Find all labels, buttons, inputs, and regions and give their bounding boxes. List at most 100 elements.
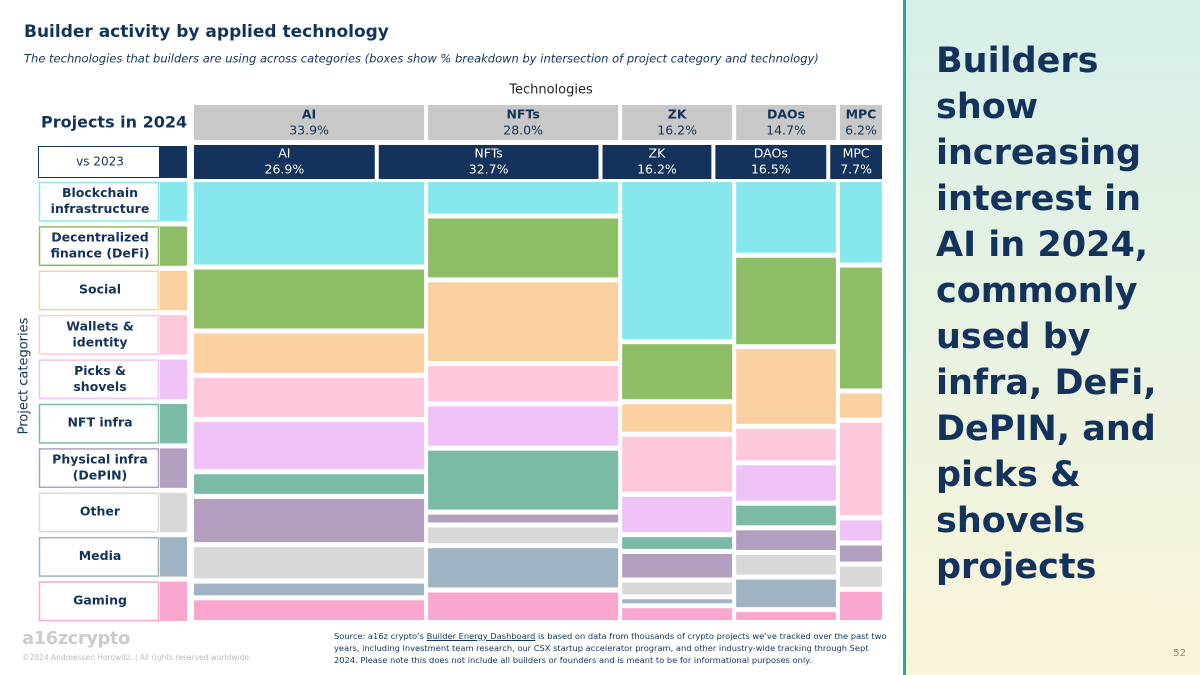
tech-name: DAOs [754,146,788,161]
mosaic-cell [194,377,425,418]
mosaic-cell [622,182,733,340]
category-label: Gaming [73,592,127,607]
tech-share-2023 [194,145,375,179]
mosaic-cell [839,182,882,263]
category-label: Other [80,504,121,519]
category-box [38,314,160,355]
tech-name: AI [302,107,316,122]
mosaic-cell [428,406,619,446]
category-swatch [160,404,187,444]
side-panel: Builders show increasing interest in AI … [903,0,1200,675]
tech-share-2024 [622,105,733,140]
row-label-box [38,146,160,178]
tech-name: NFTs [474,146,502,161]
tech-share-label: 33.9% [289,123,329,138]
mosaic-cell [194,583,425,596]
tech-share-2023 [830,145,882,179]
tech-share-2024 [736,105,836,140]
mosaic-cell [194,547,425,579]
mosaic-cell [736,349,836,424]
category-box [38,403,160,444]
category-box [38,448,160,489]
mosaic-cell [194,422,425,470]
tech-share-2024 [839,105,882,140]
category-swatch [160,182,187,222]
tech-share-2023 [602,145,712,179]
category-swatch [160,270,187,311]
category-swatch [160,492,187,533]
category-box [38,492,160,533]
mosaic-cell [194,498,425,543]
mosaic-cell [622,404,733,432]
source-link[interactable]: Builder Energy Dashboard [426,631,536,641]
headline: Builders show increasing interest in AI … [936,41,1157,587]
mosaic-cell [839,393,882,418]
tech-name: ZK [649,146,667,161]
source-note: Source: a16z crypto’s Builder Energy Das… [334,630,889,666]
tech-share-label: 16.2% [657,123,697,138]
mosaic-cell [428,514,619,523]
mosaic-cell [428,182,619,214]
row-label-2024: Projects in 2024 [41,113,187,132]
tech-share-label: 32.7% [469,162,509,177]
mosaic-cell [428,527,619,544]
mosaic-cell [839,422,882,516]
mosaic-cell [622,344,733,400]
category-box [38,181,160,222]
tech-name: AI [278,146,290,161]
tech-name: ZK [668,107,688,122]
mosaic-cell [839,545,882,562]
mosaic-cell [428,365,619,402]
category-swatch [160,537,187,577]
x-axis-label: Technologies [508,83,593,98]
category-swatch [160,448,187,488]
mosaic-cell [736,257,836,345]
row-label-swatch [160,146,187,178]
mosaic-cell [839,267,882,389]
mosaic-cell [194,600,425,620]
category-label: Picks & shovels [73,362,126,393]
category-swatch [160,581,187,621]
mosaic-cell [736,530,836,550]
tech-name: NFTs [506,107,539,122]
mosaic-cell [194,333,425,373]
mosaic-cell [194,269,425,329]
tech-name: MPC [843,146,870,161]
mosaic-cell [622,608,733,620]
chart-subtitle: The technologies that builders are using… [24,52,819,66]
tech-name: MPC [846,107,877,122]
mosaic-cell [622,599,733,604]
mosaic-cell [622,553,733,578]
mosaic-cell [622,496,733,533]
mosaic-cell [839,520,882,541]
mosaic-cell [736,182,836,253]
category-label: Decentralized finance (DeFi) [51,229,150,260]
copyright: ©2024 Andreessen Horowitz. | All rights … [22,653,252,662]
mosaic-cell [622,436,733,492]
mosaic-cell [622,582,733,595]
tech-share-label: 16.2% [637,162,677,177]
mosaic-cell [194,474,425,494]
mosaic-cell [736,612,836,620]
tech-name: DAOs [767,107,805,122]
category-swatch [160,226,187,266]
category-swatch [160,315,187,355]
category-box [38,270,160,311]
logo: a16zcrypto [22,628,130,649]
mosaic-cell [839,591,882,620]
category-label: Wallets & identity [66,318,134,349]
chart: Builder activity by applied technology T… [17,22,882,622]
tech-share-2023 [378,145,599,179]
mosaic-cell [839,566,882,587]
mosaic-cell [736,579,836,608]
mosaic-cell [428,218,619,278]
category-box [38,226,160,267]
mosaic-cell [194,182,425,265]
category-box [38,581,160,622]
tech-share-label: 26.9% [265,162,305,177]
tech-share-2024 [428,105,619,140]
tech-share-label: 16.5% [751,162,791,177]
source-text: Source: a16z crypto’s [334,631,427,641]
category-label: Physical infra (DePIN) [52,451,148,482]
